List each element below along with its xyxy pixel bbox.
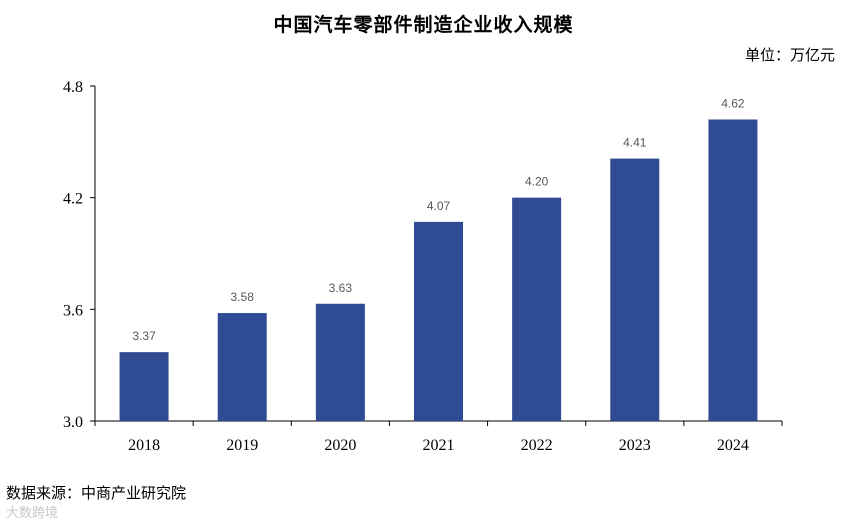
x-tick-label: 2018 bbox=[128, 437, 160, 454]
y-tick-label: 4.8 bbox=[63, 79, 83, 96]
source-note: 数据来源：中商产业研究院 bbox=[6, 484, 187, 502]
bar bbox=[217, 313, 267, 421]
bar bbox=[610, 158, 660, 422]
x-axis: 2018 2019 2020 2021 2022 2023 2024 bbox=[94, 420, 783, 454]
watermark: 大数跨境 bbox=[6, 506, 59, 521]
data-label: 3.58 bbox=[231, 290, 255, 304]
bar bbox=[119, 352, 169, 421]
bar bbox=[414, 221, 463, 421]
y-axis: 3.0 3.6 4.2 4.8 bbox=[63, 79, 96, 431]
data-label: 4.07 bbox=[427, 199, 451, 213]
y-tick-label: 3.6 bbox=[63, 302, 83, 319]
x-tick-label: 2024 bbox=[717, 437, 749, 454]
bars bbox=[119, 119, 758, 422]
bar bbox=[315, 303, 365, 421]
y-tick-label: 4.2 bbox=[63, 191, 83, 208]
x-tick-label: 2023 bbox=[619, 437, 651, 454]
data-label: 3.37 bbox=[132, 329, 156, 343]
x-tick-label: 2020 bbox=[324, 437, 356, 454]
x-tick-label: 2019 bbox=[226, 437, 258, 454]
data-label: 3.63 bbox=[329, 281, 353, 295]
y-tick-label: 3.0 bbox=[63, 414, 83, 431]
unit-label: 单位：万亿元 bbox=[744, 46, 835, 64]
bar bbox=[512, 197, 562, 421]
x-tick-label: 2021 bbox=[423, 437, 455, 454]
data-labels: 3.37 3.58 3.63 4.07 4.20 4.41 4.62 bbox=[132, 97, 745, 344]
data-label: 4.41 bbox=[623, 136, 647, 150]
data-label: 4.62 bbox=[721, 97, 745, 111]
bar bbox=[708, 119, 758, 421]
data-label: 4.20 bbox=[525, 175, 549, 189]
chart-title: 中国汽车零部件制造企业收入规模 bbox=[273, 14, 574, 36]
x-tick-label: 2022 bbox=[521, 437, 553, 454]
